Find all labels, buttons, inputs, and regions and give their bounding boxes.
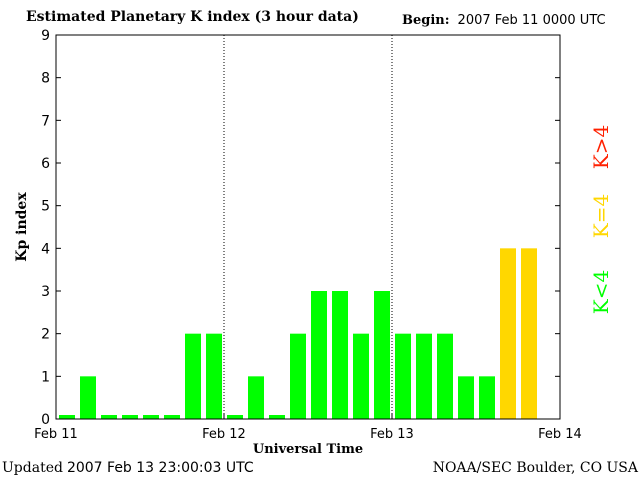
kp-bar <box>122 415 138 419</box>
x-tick-label: Feb 13 <box>370 427 414 442</box>
kp-bar <box>395 333 411 419</box>
y-tick-label: 8 <box>41 71 50 87</box>
begin-value: 2007 Feb 11 0000 UTC <box>457 13 606 28</box>
y-tick-label: 0 <box>41 412 50 428</box>
y-tick-label: 4 <box>41 241 50 257</box>
plot-grid <box>223 35 393 419</box>
y-tick-label: 6 <box>41 156 50 172</box>
legend-k-greater-4: K>4 <box>589 124 614 170</box>
kp-bar <box>332 291 348 419</box>
chart-title: Estimated Planetary K index (3 hour data… <box>26 9 359 25</box>
kp-bar <box>290 333 306 419</box>
kp-bar <box>143 415 159 419</box>
x-tick-label: Feb 12 <box>202 427 246 442</box>
y-axis-label: Kp index <box>14 192 30 262</box>
credit-text: NOAA/SEC Boulder, CO USA <box>432 460 638 476</box>
updated-label: Updated <box>2 460 63 476</box>
kp-bar <box>227 415 243 419</box>
kp-bar <box>458 376 474 419</box>
x-axis-label: Universal Time <box>253 442 363 457</box>
y-tick-label: 7 <box>41 113 50 129</box>
y-tick-label: 9 <box>41 28 50 44</box>
y-tick-label: 2 <box>41 327 50 343</box>
y-tick-label: 5 <box>41 199 50 215</box>
kp-bar <box>269 415 285 419</box>
y-tick-label: 3 <box>41 284 50 300</box>
y-tick-label: 1 <box>41 369 50 385</box>
kp-bar <box>479 376 495 419</box>
x-axis-ticks: Feb 11 Feb 12 Feb 13 Feb 14 <box>34 414 582 442</box>
kp-bar <box>101 415 117 419</box>
kp-bar <box>437 333 453 419</box>
y-axis-ticks: 0 1 2 3 4 5 6 7 8 9 <box>41 28 560 428</box>
kp-bar <box>521 248 537 419</box>
kp-bar <box>248 376 264 419</box>
kp-bar <box>185 333 201 419</box>
x-tick-label: Feb 14 <box>538 427 582 442</box>
kp-bar <box>374 291 390 419</box>
kp-bar <box>80 376 96 419</box>
kp-bar <box>353 333 369 419</box>
bar-series <box>59 248 537 419</box>
begin-label: Begin: <box>402 13 450 28</box>
updated-value: 2007 Feb 13 23:00:03 UTC <box>66 460 254 476</box>
legend-k-less-4: K<4 <box>589 269 614 315</box>
kp-bar <box>416 333 432 419</box>
kp-bar <box>311 291 327 419</box>
legend-k-equal-4: K=4 <box>589 193 614 239</box>
kp-bar <box>59 415 75 419</box>
updated-stamp: Updated 2007 Feb 13 23:00:03 UTC <box>2 460 254 476</box>
kp-bar <box>206 333 222 419</box>
begin-time: Begin: 2007 Feb 11 0000 UTC <box>402 13 606 28</box>
kp-bar <box>500 248 516 419</box>
kp-bar <box>164 415 180 419</box>
x-tick-label: Feb 11 <box>34 427 78 442</box>
plot-frame <box>55 34 561 420</box>
